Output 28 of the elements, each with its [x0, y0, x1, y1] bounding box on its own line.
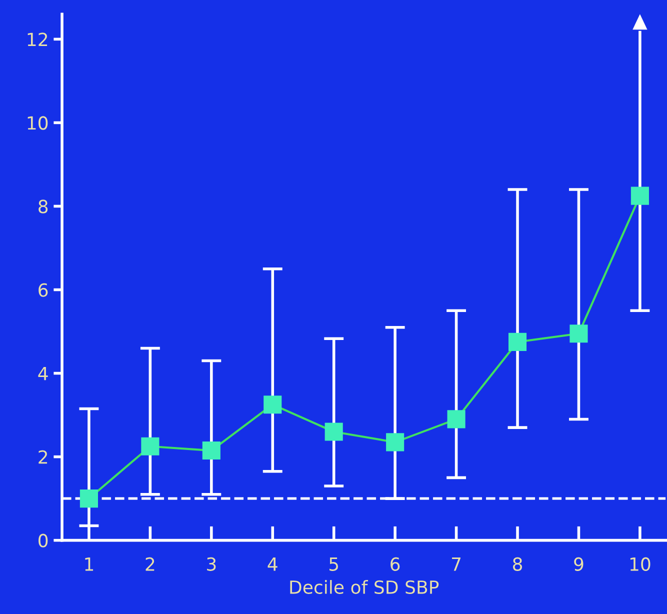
- x-tick-label: 7: [452, 558, 460, 571]
- y-tick-label: 12: [28, 32, 48, 46]
- x-tick-label: 6: [390, 557, 400, 571]
- x-tick-label: 1: [85, 558, 94, 571]
- y-tick-label: 10: [28, 116, 48, 130]
- point: [141, 437, 160, 456]
- x-axis-title: Decile of SD SBP: [290, 580, 439, 594]
- point: [447, 410, 466, 428]
- y-tick-label: 4: [38, 366, 48, 380]
- x-tick-label: 3: [207, 557, 216, 571]
- point: [570, 324, 588, 343]
- point: [508, 332, 527, 351]
- x-tick-label: 4: [268, 558, 278, 571]
- point: [202, 442, 220, 460]
- y-tick-label: 2: [38, 450, 48, 464]
- point: [80, 490, 98, 508]
- y-tick-label: 0: [38, 534, 48, 548]
- point: [324, 422, 343, 441]
- x-tick-label: 5: [330, 558, 338, 571]
- x-tick-label: 8: [512, 557, 522, 571]
- point: [386, 433, 404, 452]
- y-tick-label: 6: [38, 283, 48, 297]
- point: [264, 396, 282, 414]
- y-tick-label: 8: [38, 200, 48, 214]
- x-tick-label: 10: [630, 557, 650, 571]
- x-tick-label: 2: [146, 557, 154, 571]
- x-tick-label: 9: [574, 557, 584, 571]
- point: [630, 186, 649, 205]
